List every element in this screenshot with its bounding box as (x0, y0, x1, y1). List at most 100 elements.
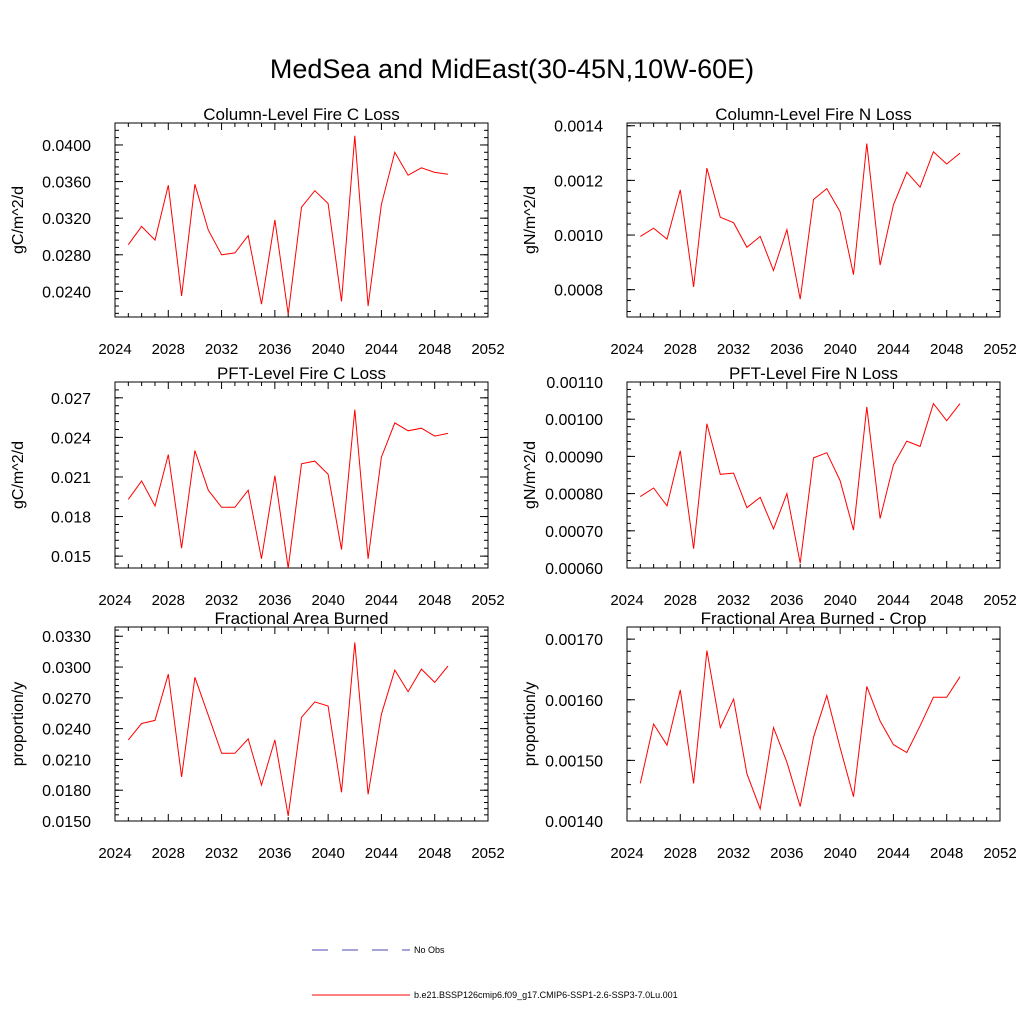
x-tick-label: 2048 (418, 592, 451, 609)
x-tick-label: 2032 (205, 341, 238, 358)
y-tick-label: 0.0180 (42, 783, 91, 800)
x-tick-label: 2024 (98, 341, 131, 358)
plot-frame (626, 626, 1001, 822)
x-tick-label: 2044 (365, 341, 398, 358)
y-tick-label: 0.0210 (42, 752, 91, 769)
x-tick-label: 2052 (471, 592, 504, 609)
y-tick-label: 0.018 (51, 510, 91, 527)
plot-frame (626, 122, 1001, 318)
y-tick-label: 0.00110 (546, 375, 603, 392)
panel-3: 2024 2028 2032 2036 2040 2044 2048 2052 0.015 0.0… (10, 364, 505, 609)
panel-title: PFT-Level Fire N Loss (729, 364, 898, 383)
series-line (127, 409, 449, 569)
panel-title: Fractional Area Burned - Crop (701, 609, 927, 628)
x-tick-label: 2048 (418, 845, 451, 862)
x-tick-label: 2028 (152, 845, 185, 862)
x-tick-label: 2044 (877, 592, 910, 609)
x-tick-label: 2036 (770, 341, 803, 358)
panel-4: 2024 2028 2032 2036 2040 2044 2048 2052 0.00060 0… (522, 364, 1017, 609)
series-line (127, 135, 449, 315)
y-tick-label: 0.00060 (545, 561, 603, 578)
x-tick-label: 2044 (877, 845, 910, 862)
x-tick-label: 2040 (311, 341, 344, 358)
plot-frame (626, 381, 1001, 569)
y-tick-label: 0.0240 (42, 722, 91, 739)
x-tick-label: 2040 (823, 592, 856, 609)
series-line (639, 650, 961, 811)
x-tick-label: 2024 (98, 845, 131, 862)
y-tick-label: 0.0240 (42, 284, 91, 301)
x-tick-label: 2032 (717, 341, 750, 358)
y-tick-label: 0.0360 (42, 175, 91, 192)
panel-1: 2024 2028 2032 2036 2040 2044 2048 2052 0.0240 0.… (10, 105, 505, 358)
x-tick-label: 2048 (418, 341, 451, 358)
y-axis-label: gC/m^2/d (10, 186, 27, 254)
x-tick-label: 2052 (471, 845, 504, 862)
series-line (640, 402, 961, 564)
y-tick-label: 0.00170 (545, 632, 603, 649)
legend-label-obs: No Obs (414, 945, 445, 955)
y-tick-label: 0.00150 (545, 753, 603, 770)
panel-6: 2024 2028 2032 2036 2040 2044 2048 2052 0.00140 0… (522, 609, 1017, 862)
x-tick-label: 2024 (610, 592, 643, 609)
x-tick-label: 2036 (258, 341, 291, 358)
panel-title: Column-Level Fire C Loss (203, 105, 400, 124)
x-tick-label: 2044 (365, 845, 398, 862)
y-tick-label: 0.021 (51, 470, 91, 487)
x-tick-label: 2032 (717, 592, 750, 609)
y-tick-label: 0.00140 (545, 814, 603, 831)
x-tick-label: 2040 (823, 845, 856, 862)
x-tick-label: 2044 (877, 341, 910, 358)
x-tick-label: 2052 (983, 592, 1016, 609)
series-line (640, 143, 961, 300)
y-tick-label: 0.0330 (42, 629, 91, 646)
x-tick-label: 2052 (983, 845, 1016, 862)
x-tick-label: 2028 (664, 845, 697, 862)
x-tick-label: 2036 (258, 845, 291, 862)
panel-title: Fractional Area Burned (215, 609, 389, 628)
panel-title: PFT-Level Fire C Loss (217, 364, 386, 383)
x-tick-label: 2052 (983, 341, 1016, 358)
y-tick-label: 0.00070 (545, 524, 603, 541)
x-tick-label: 2052 (471, 341, 504, 358)
y-tick-label: 0.0300 (42, 660, 91, 677)
y-tick-label: 0.00100 (545, 412, 603, 429)
y-tick-label: 0.00090 (545, 449, 603, 466)
x-tick-label: 2028 (664, 592, 697, 609)
plot-frame (114, 122, 489, 318)
y-tick-label: 0.0320 (42, 211, 91, 228)
y-tick-label: 0.015 (51, 549, 91, 566)
y-axis-label: gC/m^2/d (10, 441, 27, 509)
y-tick-label: 0.0270 (42, 691, 91, 708)
x-tick-label: 2036 (770, 845, 803, 862)
y-tick-label: 0.0150 (42, 814, 91, 831)
y-tick-label: 0.024 (51, 430, 91, 447)
x-tick-label: 2040 (823, 341, 856, 358)
page-title: MedSea and MidEast(30-45N,10W-60E) (269, 54, 755, 84)
y-axis-label: gN/m^2/d (522, 186, 539, 254)
y-tick-label: 0.0012 (554, 173, 603, 190)
legend-label-model: b.e21.BSSP126cmip6.f09_g17.CMIP6-SSP1-2.… (414, 990, 678, 1000)
x-tick-label: 2044 (365, 592, 398, 609)
plot-frame (114, 626, 489, 822)
x-tick-label: 2024 (610, 845, 643, 862)
x-tick-label: 2040 (311, 845, 344, 862)
y-tick-label: 0.0008 (554, 283, 603, 300)
y-tick-label: 0.00080 (545, 487, 603, 504)
x-tick-label: 2028 (152, 592, 185, 609)
y-tick-label: 0.0400 (42, 138, 91, 155)
panel-5: 2024 2028 2032 2036 2040 2044 2048 2052 0.0150 0.… (10, 609, 505, 862)
legend: No Obs b.e21.BSSP126cmip6.f09_g17.CMIP6-S… (312, 945, 678, 1000)
y-tick-label: 0.027 (51, 391, 91, 408)
x-tick-label: 2032 (205, 592, 238, 609)
x-tick-label: 2024 (610, 341, 643, 358)
x-tick-label: 2036 (258, 592, 291, 609)
series-line (127, 642, 449, 816)
x-tick-label: 2048 (930, 845, 963, 862)
x-tick-label: 2048 (930, 341, 963, 358)
x-tick-label: 2028 (152, 341, 185, 358)
y-axis-label: gN/m^2/d (522, 441, 539, 509)
y-tick-label: 0.0010 (554, 228, 603, 245)
x-tick-label: 2032 (717, 845, 750, 862)
